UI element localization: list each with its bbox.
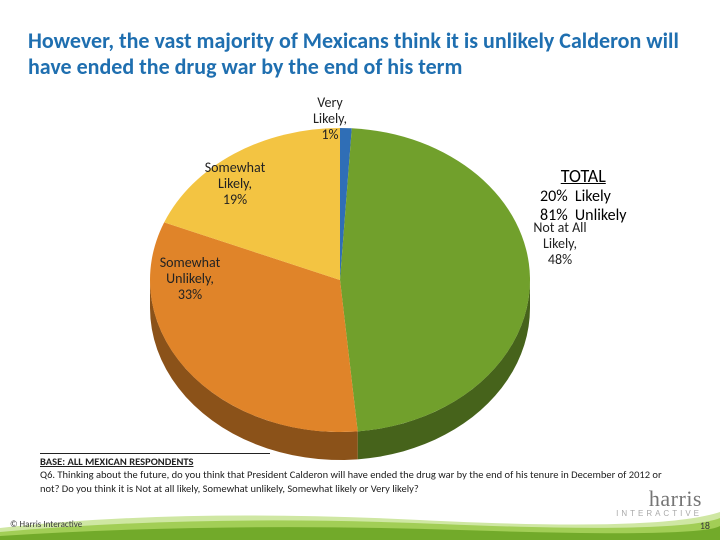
pie-chart: VeryLikely,1%Not at AllLikely,48%Somewha… — [60, 105, 560, 445]
summary-box: TOTAL 20% Likely81% Unlikely — [540, 165, 627, 225]
copyright-text: © Harris Interactive — [10, 519, 82, 530]
footnote-rule — [40, 453, 270, 454]
brand-logo: harris INTERACTIVE — [616, 486, 702, 518]
summary-title: TOTAL — [540, 165, 627, 187]
bottom-accent — [0, 506, 720, 540]
footnote-base: BASE: ALL MEXICAN RESPONDENTS — [40, 455, 193, 468]
pie-label-somewhat_likely: SomewhatLikely,19% — [180, 160, 290, 208]
footnote: BASE: ALL MEXICAN RESPONDENTS Q6. Thinki… — [40, 453, 680, 495]
pie-label-not_at_all_likely: Not at AllLikely,48% — [505, 220, 615, 268]
summary-row-1: 81% Unlikely — [540, 206, 627, 225]
summary-row-0: 20% Likely — [540, 187, 627, 206]
slide-title: However, the vast majority of Mexicans t… — [28, 28, 688, 80]
pie-label-very_likely: VeryLikely,1% — [295, 95, 365, 143]
logo-sub: INTERACTIVE — [616, 509, 702, 518]
pie-label-somewhat_unlikely: SomewhatUnlikely,33% — [130, 255, 250, 303]
page-number: 18 — [700, 519, 710, 532]
footnote-question: Q6. Thinking about the future, do you th… — [40, 468, 662, 494]
